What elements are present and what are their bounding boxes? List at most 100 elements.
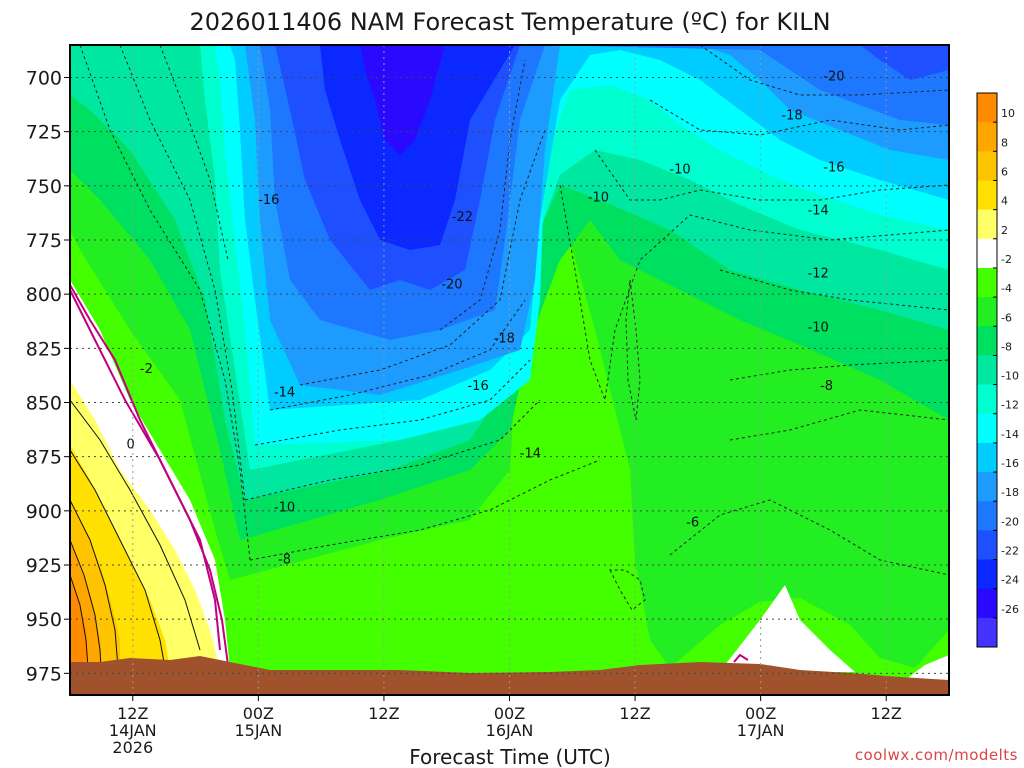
contour-line [269, 299, 526, 411]
colorbar-label: -14 [1001, 428, 1019, 441]
x-axis-label: Forecast Time (UTC) [409, 745, 611, 768]
contour-label: -6 [686, 516, 699, 531]
contour-label: -22 [452, 210, 473, 225]
contour-label: -8 [820, 379, 833, 394]
x-tick-label: 16JAN [486, 721, 534, 740]
colorbar-label: -26 [1001, 603, 1019, 616]
y-tick-label: 975 [26, 663, 62, 685]
contour-line [70, 574, 89, 669]
contour-line [559, 184, 949, 401]
contour-label: -10 [808, 321, 829, 336]
contour-label: -16 [467, 379, 488, 394]
colorbar-label: -22 [1001, 545, 1019, 558]
contour-label: -14 [274, 386, 295, 401]
colorbar-label: 10 [1001, 107, 1015, 120]
colorbar-label: 2 [1001, 224, 1008, 237]
colorbar-swatch [977, 180, 997, 211]
contour-line [70, 499, 119, 669]
band-plus-10 [70, 580, 88, 670]
y-tick-label: 875 [26, 447, 62, 469]
colorbar-swatch [977, 209, 997, 240]
contour-label: -10 [588, 191, 609, 206]
x-tick-label: 00Z [745, 704, 776, 723]
y-tick-label: 800 [26, 284, 62, 306]
contour-line [729, 409, 949, 441]
y-axis: 700 725 750 775 800 825 850 875 900 925 950 975 [26, 68, 70, 685]
colorbar-swatch [977, 413, 997, 444]
colorbar-label: -20 [1001, 515, 1019, 528]
contour-labels: -20-16-22-20-18-16-14-14-10-8-10-10-6-20… [127, 69, 845, 567]
chart-title: 2026011406 NAM Forecast Temperature (ºC)… [189, 8, 830, 36]
contour-line [119, 45, 246, 501]
colorbar-label: -8 [1001, 340, 1012, 353]
grid [70, 45, 949, 695]
contour-label: -16 [823, 160, 844, 175]
contour-lines [70, 45, 949, 669]
contour-line [719, 269, 949, 311]
contour-line [79, 45, 251, 561]
contour-label: -2 [140, 362, 153, 377]
contour-line [70, 399, 201, 651]
contour-line [439, 59, 526, 331]
colorbar-label: -18 [1001, 486, 1019, 499]
contour-label: -10 [274, 501, 295, 516]
x-tick-label: 2026 [112, 738, 153, 757]
colorbar-swatch [977, 617, 997, 647]
band-minus-24 [320, 45, 515, 250]
contour-line [70, 539, 102, 669]
colorbar-swatch [977, 472, 997, 502]
colorbar-label: -12 [1001, 399, 1019, 412]
y-tick-label: 900 [26, 501, 62, 523]
colorbar-label: -4 [1001, 282, 1012, 295]
contour-label: -18 [494, 332, 515, 347]
x-tick-label: 15JAN [234, 721, 282, 740]
colorbar-label: 8 [1001, 136, 1008, 149]
x-tick-label: 17JAN [737, 721, 785, 740]
y-tick-label: 825 [26, 338, 62, 360]
band-minus-2-late [725, 585, 855, 672]
contour-line [70, 449, 166, 669]
y-tick-label: 725 [26, 122, 62, 144]
colorbar: 10 8 6 4 2 -2 -4 -6 -8 -10 -12 -14 -16 -18 -20 -22 -24 -2… [976, 92, 1019, 648]
y-tick-label: 775 [26, 230, 62, 252]
band-minus-26 [360, 45, 445, 155]
x-tick-label: 12Z [619, 704, 650, 723]
contour-line [70, 284, 221, 651]
contour-label: -18 [781, 108, 802, 123]
contour-label: 0 [127, 438, 135, 453]
colorbar-swatch [977, 530, 997, 561]
contour-line [625, 279, 641, 421]
colorbar-label: -6 [1001, 311, 1012, 324]
x-tick-label: 12Z [871, 704, 902, 723]
colorbar-swatch [977, 588, 997, 619]
contour-line [254, 359, 531, 446]
contour-line [594, 149, 949, 201]
colorbar-swatch [977, 122, 997, 152]
contour-label: -8 [278, 553, 291, 568]
contour-line [729, 359, 949, 381]
contour-line [733, 653, 749, 663]
colorbar-label: -10 [1001, 370, 1019, 383]
colorbar-label: -16 [1001, 457, 1019, 470]
x-tick-label: 00Z [243, 704, 274, 723]
contour-label: -20 [441, 277, 462, 292]
contour-line [669, 499, 949, 576]
x-tick-label: 12Z [368, 704, 399, 723]
y-tick-label: 850 [26, 393, 62, 415]
colorbar-swatch [977, 326, 997, 356]
colorbar-label: 4 [1001, 195, 1008, 208]
x-tick-label: 12Z [117, 704, 148, 723]
contour-label: -20 [823, 69, 844, 84]
contour-label: -14 [808, 204, 829, 219]
x-tick-label: 00Z [494, 704, 525, 723]
colorbar-swatch [977, 238, 997, 269]
contour-label: -14 [520, 446, 541, 461]
y-tick-label: 750 [26, 176, 62, 198]
source-credit: coolwx.com/modelts [855, 746, 1018, 764]
contour-line [609, 569, 646, 611]
contour-label: -10 [669, 163, 690, 178]
y-tick-label: 700 [26, 68, 62, 90]
colorbar-label: 6 [1001, 165, 1008, 178]
